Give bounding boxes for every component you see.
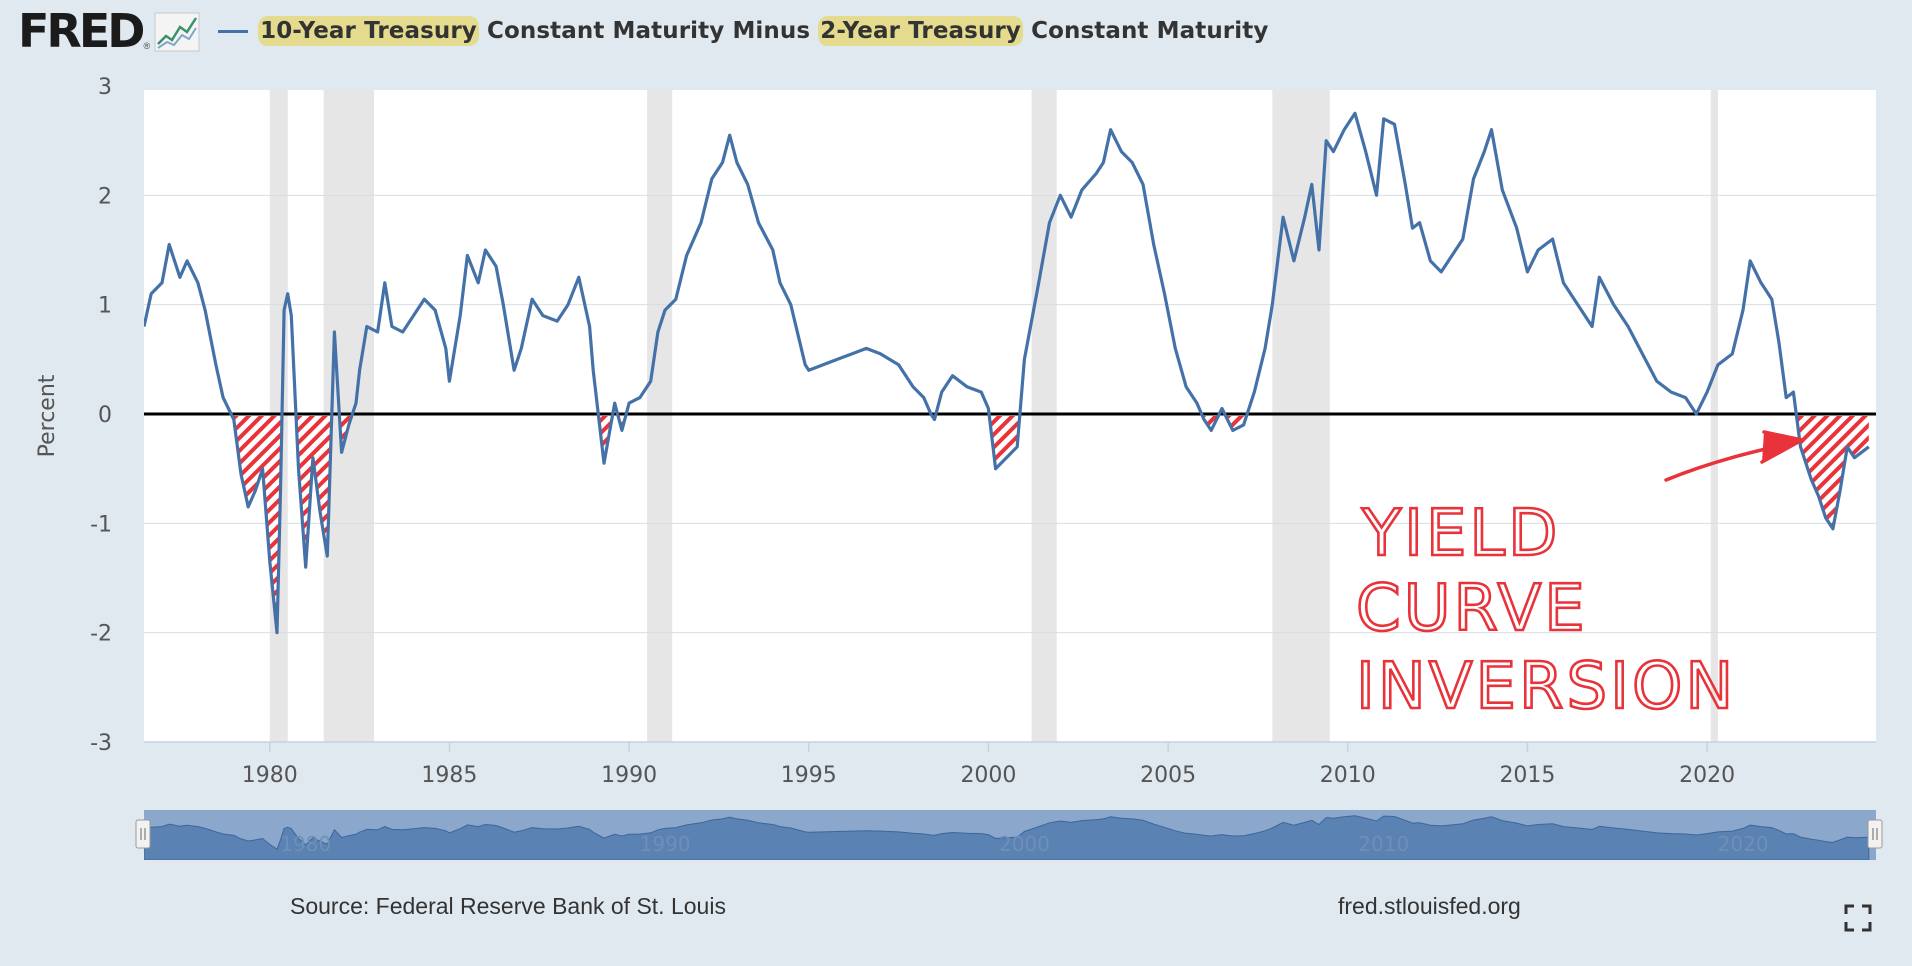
- x-tick-label: 2000: [960, 763, 1016, 788]
- navigator-label: 1990: [640, 832, 691, 856]
- recession-band-4: [1272, 90, 1330, 742]
- navigator-label: 2020: [1718, 832, 1769, 856]
- navigator-labels: 1980 1990 2000 2010 2020: [280, 832, 1768, 856]
- y-tick-label: -2: [90, 622, 112, 647]
- fred-logo[interactable]: FRED: [18, 4, 145, 58]
- navigator-label: 1980: [280, 832, 331, 856]
- line-chart-icon: [154, 12, 200, 52]
- annotation-line-3: INVERSION: [1356, 650, 1736, 724]
- title-highlight-2yr: 2-Year Treasury: [818, 16, 1023, 46]
- fullscreen-icon[interactable]: [1844, 904, 1872, 932]
- y-tick-label: 1: [98, 294, 112, 319]
- x-tick-label: 1995: [781, 763, 837, 788]
- y-tick-label: 2: [98, 184, 112, 209]
- y-axis-label: Percent: [35, 374, 60, 457]
- x-tick-label: 2010: [1320, 763, 1376, 788]
- navigator-handle-right[interactable]: [1867, 819, 1883, 849]
- annotation-arrowhead: [1760, 430, 1804, 464]
- chart-title[interactable]: 10-Year Treasury Constant Maturity Minus…: [258, 16, 1269, 46]
- annotation-line-1: YIELD: [1361, 497, 1560, 571]
- site-link[interactable]: fred.stlouisfed.org: [1338, 893, 1521, 919]
- title-text-minus: Constant Maturity Minus: [478, 18, 819, 44]
- navigator-label: 2000: [999, 832, 1050, 856]
- navigator-handle-left[interactable]: [135, 819, 151, 849]
- annotation: [1664, 430, 1804, 482]
- annotation-line-2: CURVE: [1356, 572, 1588, 646]
- navigator-area: [144, 815, 1870, 860]
- x-tick-label: 1985: [421, 763, 477, 788]
- title-text-suffix: Constant Maturity: [1022, 18, 1269, 44]
- x-tick-label: 1980: [242, 763, 298, 788]
- y-axis-ticks: 3 2 1 0 -1 -2 -3: [90, 75, 112, 756]
- y-tick-label: -1: [90, 512, 112, 537]
- title-highlight-10yr: 10-Year Treasury: [258, 16, 479, 46]
- legend-series-swatch: [218, 29, 249, 33]
- x-tick-label: 2015: [1499, 763, 1555, 788]
- series-line[interactable]: [144, 111, 1870, 635]
- x-tick-label: 2005: [1140, 763, 1196, 788]
- chart-header: FRED ® 10-Year Treasury Constant Maturit…: [18, 6, 1268, 56]
- recession-bands: [269, 90, 1718, 742]
- x-tick-label: 2020: [1679, 763, 1735, 788]
- registered-mark: ®: [143, 41, 151, 51]
- recession-band-3: [1031, 90, 1057, 742]
- y-tick-label: -3: [90, 731, 112, 756]
- y-tick-label: 3: [98, 75, 112, 100]
- navigator[interactable]: 1980 1990 2000 2010 2020: [135, 810, 1883, 860]
- x-tick-label: 1990: [601, 763, 657, 788]
- grid-lines: [144, 194, 1876, 634]
- x-axis-ticks: 1980 1985 1990 1995 2000 2005 2010 2015 2020: [242, 742, 1735, 788]
- navigator-label: 2010: [1358, 832, 1409, 856]
- y-tick-label: 0: [98, 403, 112, 428]
- recession-band-2: [647, 90, 673, 742]
- source-text: Source: Federal Reserve Bank of St. Loui…: [290, 893, 726, 919]
- recession-band-5: [1710, 90, 1718, 742]
- annotation-text: YIELD CURVE INVERSION: [1355, 496, 1736, 726]
